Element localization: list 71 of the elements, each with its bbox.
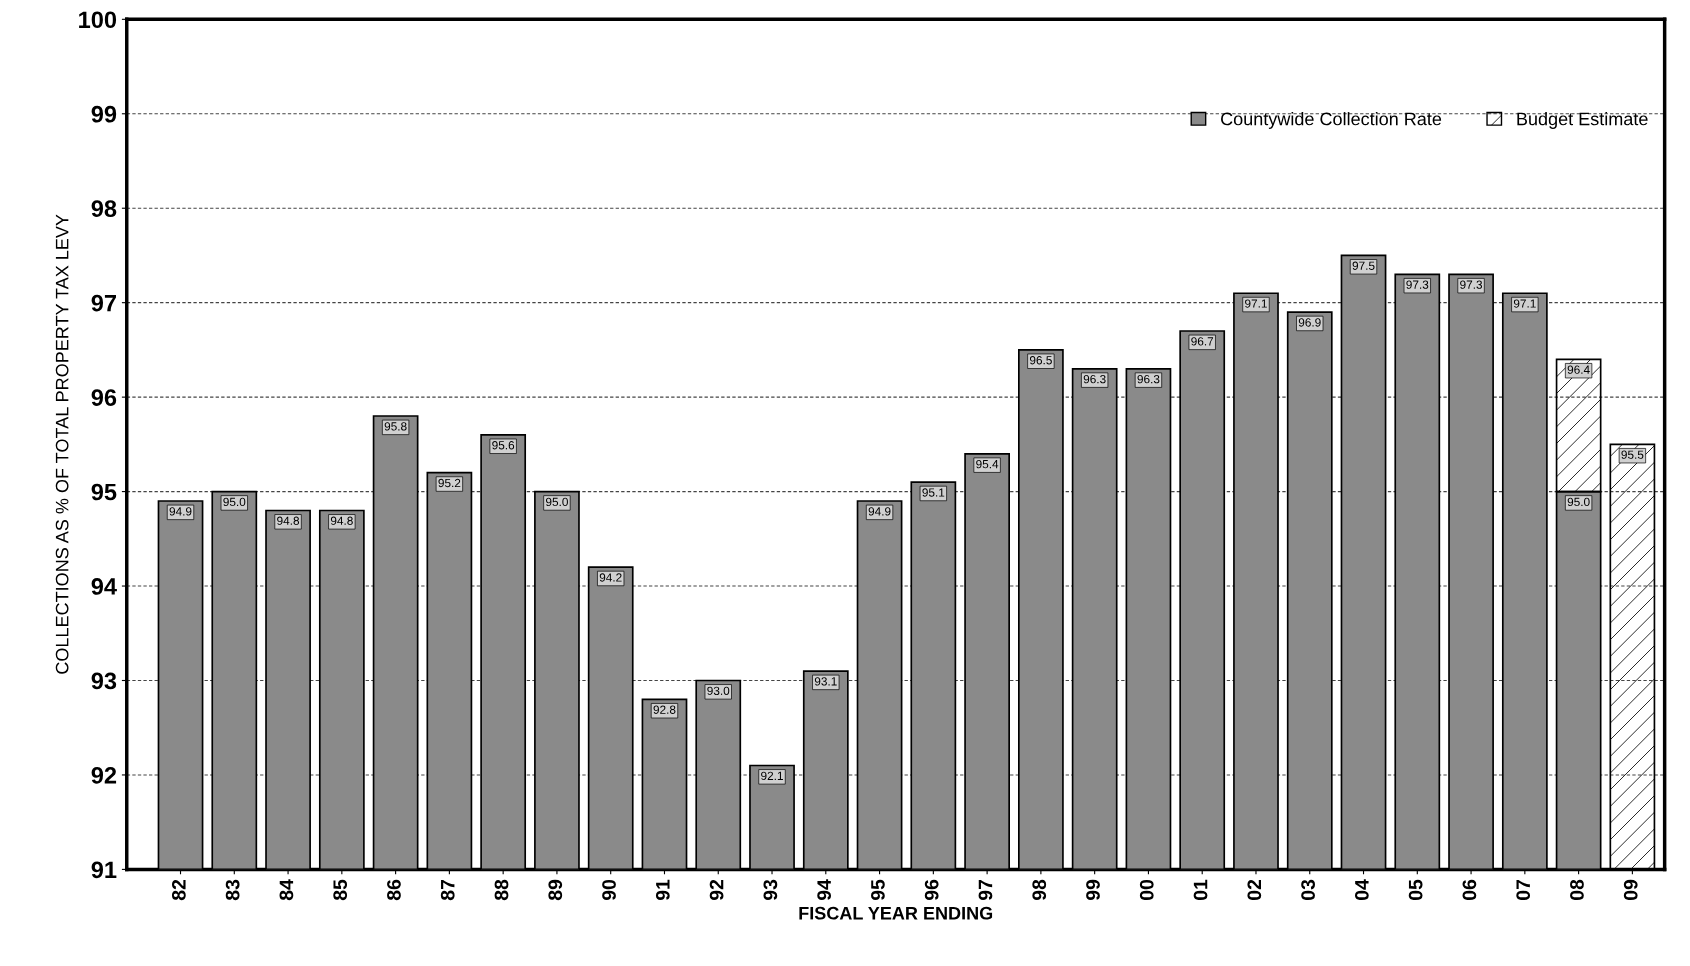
data-label: 94.9 — [169, 507, 192, 516]
y-tick-label: 95 — [91, 483, 117, 501]
x-tick-label: 85 — [333, 879, 348, 901]
data-label: 95.2 — [438, 478, 461, 488]
y-axis-title: COLLECTIONS AS % OF TOTAL PROPERTY TAX LEVY — [55, 214, 69, 674]
x-tick-label: 86 — [387, 879, 401, 901]
data-label: 97.3 — [1406, 280, 1429, 289]
data-label: 96.4 — [1567, 365, 1590, 374]
data-label: 96.3 — [1137, 374, 1160, 384]
y-tick-label: 93 — [91, 672, 117, 690]
data-label: 97.5 — [1352, 261, 1375, 270]
x-tick-label: 07 — [1516, 879, 1531, 900]
data-label: 92.8 — [653, 705, 676, 714]
data-label: 97.3 — [1460, 280, 1483, 289]
data-label: 93.1 — [814, 677, 837, 686]
x-tick-label: 90 — [602, 879, 616, 901]
data-label: 95.4 — [976, 459, 999, 469]
x-tick-label: 89 — [548, 879, 563, 901]
y-tick-label: 94 — [91, 578, 117, 595]
y-tick-label: 98 — [91, 200, 117, 218]
y-tick-label: 97 — [91, 294, 116, 312]
x-tick-label: 05 — [1408, 879, 1423, 900]
data-label: 94.9 — [868, 507, 891, 516]
data-label: 95.8 — [384, 422, 407, 431]
x-tick-label: 95 — [871, 879, 885, 901]
data-label: 95.0 — [546, 497, 568, 507]
y-tick-label: 96 — [91, 389, 117, 406]
x-tick-label: 97 — [978, 879, 993, 901]
y-tick-label: 100 — [79, 11, 117, 29]
x-tick-label: 94 — [817, 879, 832, 901]
data-label: 94.8 — [277, 516, 300, 525]
y-tick-label: 92 — [91, 767, 117, 784]
data-label: 95.1 — [922, 488, 945, 497]
x-tick-label: 04 — [1354, 879, 1369, 900]
x-tick-label: 87 — [440, 879, 455, 901]
legend-label: Budget Estimate — [1517, 112, 1648, 129]
y-tick-label: 99 — [91, 105, 117, 123]
x-tick-label: 08 — [1570, 879, 1584, 900]
data-label: 92.1 — [761, 771, 783, 780]
x-tick-label: 03 — [1301, 879, 1315, 900]
data-label: 95.0 — [1567, 497, 1590, 507]
x-tick-label: 96 — [924, 879, 939, 901]
x-tick-label: 91 — [655, 879, 670, 901]
x-tick-label: 99 — [1086, 879, 1100, 901]
x-tick-label: 82 — [171, 879, 186, 901]
data-label: 94.2 — [599, 573, 622, 582]
data-label: 96.9 — [1298, 318, 1321, 327]
x-tick-label: 92 — [709, 879, 724, 901]
legend-label: Countywide Collection Rate — [1221, 112, 1442, 129]
x-tick-label: 01 — [1193, 879, 1208, 900]
x-axis-title: FISCAL YEAR ENDING — [799, 906, 993, 920]
x-tick-label: 02 — [1247, 879, 1262, 900]
data-label: 96.3 — [1083, 374, 1106, 384]
x-tick-label: 88 — [494, 879, 509, 901]
data-label: 93.0 — [707, 686, 730, 695]
data-label: 97.1 — [1513, 299, 1536, 308]
data-label: 95.5 — [1621, 450, 1644, 459]
data-label: 96.7 — [1191, 337, 1214, 346]
x-tick-label: 93 — [763, 879, 778, 901]
x-tick-label: 09 — [1623, 879, 1638, 900]
data-label: 94.8 — [330, 516, 353, 525]
x-tick-label: 06 — [1462, 879, 1477, 900]
x-tick-label: 83 — [225, 879, 240, 901]
data-label: 96.5 — [1029, 356, 1052, 365]
x-tick-label: 98 — [1032, 879, 1047, 901]
x-tick-label: 84 — [279, 879, 294, 901]
y-tick-label: 91 — [91, 861, 117, 879]
x-tick-label: 00 — [1139, 879, 1154, 900]
data-label: 95.0 — [223, 497, 246, 507]
data-label: 97.1 — [1245, 299, 1267, 308]
data-label: 95.6 — [492, 441, 515, 450]
